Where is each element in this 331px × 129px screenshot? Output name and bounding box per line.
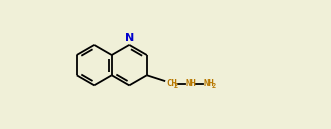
Text: 2: 2 xyxy=(212,83,215,89)
Text: NH: NH xyxy=(186,79,197,88)
Text: NH: NH xyxy=(204,79,214,88)
Text: CH: CH xyxy=(166,79,177,88)
Text: N: N xyxy=(125,33,134,43)
Text: 2: 2 xyxy=(174,83,178,89)
